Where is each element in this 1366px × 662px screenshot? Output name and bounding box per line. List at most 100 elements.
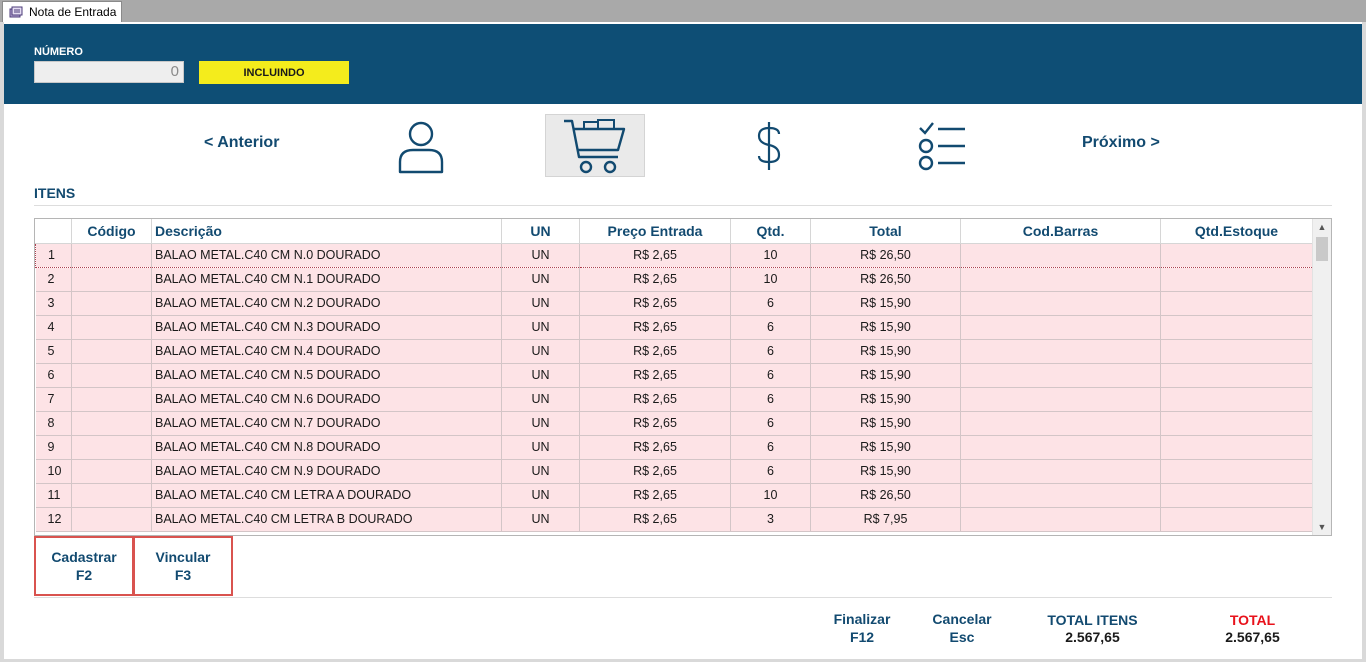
- codigo-cell: [71, 411, 152, 436]
- total-cell: R$ 26,50: [810, 242, 961, 268]
- table-row[interactable]: 7 BALAO METAL.C40 CM N.6 DOURADO UN R$ 2,65…: [35, 387, 1313, 412]
- qtd-estoque-cell: [1160, 411, 1313, 436]
- vertical-scrollbar[interactable]: ▲ ▼: [1312, 219, 1331, 535]
- preco-cell: R$ 2,65: [579, 363, 731, 388]
- document-window-icon: [9, 6, 23, 18]
- total: TOTAL 2.567,65: [1200, 612, 1305, 646]
- scroll-up-arrow-icon[interactable]: ▲: [1317, 222, 1327, 232]
- cod-barras-cell: [960, 411, 1161, 436]
- table-row[interactable]: 6 BALAO METAL.C40 CM N.5 DOURADO UN R$ 2,65…: [35, 363, 1313, 388]
- table-row[interactable]: 1 BALAO METAL.C40 CM N.0 DOURADO UN R$ 2,65…: [35, 242, 1313, 268]
- codigo-cell: [71, 315, 152, 340]
- preco-cell: R$ 2,65: [579, 267, 731, 292]
- descricao-cell: BALAO METAL.C40 CM N.0 DOURADO: [151, 242, 502, 268]
- qtd-estoque-cell: [1160, 507, 1313, 532]
- items-grid[interactable]: Código Descrição UN Preço Entrada Qtd. T…: [34, 218, 1332, 536]
- numero-field[interactable]: 0: [34, 61, 184, 83]
- table-row[interactable]: 2 BALAO METAL.C40 CM N.1 DOURADO UN R$ 2,65…: [35, 267, 1313, 292]
- qtd-estoque-cell: [1160, 291, 1313, 316]
- table-row[interactable]: 10 BALAO METAL.C40 CM N.9 DOURADO UN R$ 2,6…: [35, 459, 1313, 484]
- descricao-cell: BALAO METAL.C40 CM N.5 DOURADO: [151, 363, 502, 388]
- total-cell: R$ 26,50: [810, 483, 961, 508]
- qtd-cell: 6: [730, 459, 811, 484]
- cod-barras-cell: [960, 483, 1161, 508]
- row-index: 3: [35, 291, 72, 316]
- tab-nota-de-entrada[interactable]: Nota de Entrada: [2, 1, 122, 22]
- scroll-down-arrow-icon[interactable]: ▼: [1317, 522, 1327, 532]
- un-cell: UN: [501, 267, 580, 292]
- total-cell: R$ 15,90: [810, 435, 961, 460]
- row-index: 1: [35, 242, 72, 268]
- qtd-estoque-cell: [1160, 435, 1313, 460]
- preco-cell: R$ 2,65: [579, 315, 731, 340]
- step-items[interactable]: [545, 114, 645, 177]
- footer-divider: [34, 597, 1332, 598]
- descricao-cell: BALAO METAL.C40 CM LETRA A DOURADO: [151, 483, 502, 508]
- row-index: 11: [35, 483, 72, 508]
- un-cell: UN: [501, 483, 580, 508]
- column-header-un[interactable]: UN: [501, 219, 580, 244]
- step-payment[interactable]: [719, 114, 819, 177]
- step-summary[interactable]: [893, 114, 993, 177]
- next-button[interactable]: Próximo >: [1082, 134, 1160, 151]
- cancelar-label: Cancelar: [932, 611, 992, 627]
- items-table: Código Descrição UN Preço Entrada Qtd. T…: [35, 219, 1313, 532]
- section-divider: [34, 205, 1332, 206]
- total-itens-value: 2.567,65: [1065, 629, 1120, 645]
- table-row[interactable]: 12 BALAO METAL.C40 CM LETRA B DOURADO UN R$…: [35, 507, 1313, 532]
- column-header-codigo[interactable]: Código: [71, 219, 152, 244]
- qtd-estoque-cell: [1160, 459, 1313, 484]
- total-cell: R$ 15,90: [810, 459, 961, 484]
- column-header-descricao[interactable]: Descrição: [151, 219, 502, 244]
- table-row[interactable]: 4 BALAO METAL.C40 CM N.3 DOURADO UN R$ 2,65…: [35, 315, 1313, 340]
- qtd-estoque-cell: [1160, 315, 1313, 340]
- table-row[interactable]: 9 BALAO METAL.C40 CM N.8 DOURADO UN R$ 2,65…: [35, 435, 1313, 460]
- un-cell: UN: [501, 363, 580, 388]
- cancelar-button[interactable]: Cancelar Esc: [917, 610, 1007, 646]
- table-row[interactable]: 3 BALAO METAL.C40 CM N.2 DOURADO UN R$ 2,65…: [35, 291, 1313, 316]
- qtd-estoque-cell: [1160, 242, 1313, 268]
- column-header-preco-entrada[interactable]: Preço Entrada: [579, 219, 731, 244]
- cancelar-shortcut: Esc: [949, 629, 975, 645]
- descricao-cell: BALAO METAL.C40 CM N.7 DOURADO: [151, 411, 502, 436]
- column-header-cod-barras[interactable]: Cod.Barras: [960, 219, 1161, 244]
- table-row[interactable]: 5 BALAO METAL.C40 CM N.4 DOURADO UN R$ 2,65…: [35, 339, 1313, 364]
- table-row[interactable]: 11 BALAO METAL.C40 CM LETRA A DOURADO UN R$…: [35, 483, 1313, 508]
- descricao-cell: BALAO METAL.C40 CM N.2 DOURADO: [151, 291, 502, 316]
- qtd-estoque-cell: [1160, 267, 1313, 292]
- codigo-cell: [71, 507, 152, 532]
- cod-barras-cell: [960, 435, 1161, 460]
- column-header-qtd-estoque[interactable]: Qtd.Estoque: [1160, 219, 1313, 244]
- scroll-thumb[interactable]: [1316, 237, 1328, 261]
- qtd-estoque-cell: [1160, 483, 1313, 508]
- column-header-index[interactable]: [35, 219, 72, 244]
- column-header-total[interactable]: Total: [810, 219, 961, 244]
- previous-button[interactable]: < Anterior: [204, 134, 280, 151]
- shopping-cart-icon: [564, 118, 626, 173]
- column-header-qtd[interactable]: Qtd.: [730, 219, 811, 244]
- cod-barras-cell: [960, 315, 1161, 340]
- header-band: NÚMERO 0 INCLUINDO: [4, 24, 1362, 104]
- qtd-cell: 6: [730, 387, 811, 412]
- preco-cell: R$ 2,65: [579, 242, 731, 268]
- cadastrar-button[interactable]: Cadastrar F2: [34, 536, 134, 596]
- table-row[interactable]: 8 BALAO METAL.C40 CM N.7 DOURADO UN R$ 2,65…: [35, 411, 1313, 436]
- total-cell: R$ 26,50: [810, 267, 961, 292]
- cod-barras-cell: [960, 363, 1161, 388]
- codigo-cell: [71, 291, 152, 316]
- step-customer[interactable]: [371, 114, 471, 177]
- un-cell: UN: [501, 291, 580, 316]
- finalizar-button[interactable]: Finalizar F12: [817, 610, 907, 646]
- descricao-cell: BALAO METAL.C40 CM N.9 DOURADO: [151, 459, 502, 484]
- un-cell: UN: [501, 315, 580, 340]
- cod-barras-cell: [960, 242, 1161, 268]
- vincular-button[interactable]: Vincular F3: [133, 536, 233, 596]
- total-cell: R$ 15,90: [810, 339, 961, 364]
- tab-strip: Nota de Entrada: [0, 0, 1366, 22]
- dollar-icon: [757, 121, 781, 170]
- preco-cell: R$ 2,65: [579, 339, 731, 364]
- total-label: TOTAL: [1229, 612, 1276, 628]
- vincular-shortcut: F3: [174, 567, 192, 583]
- cod-barras-cell: [960, 507, 1161, 532]
- qtd-estoque-cell: [1160, 387, 1313, 412]
